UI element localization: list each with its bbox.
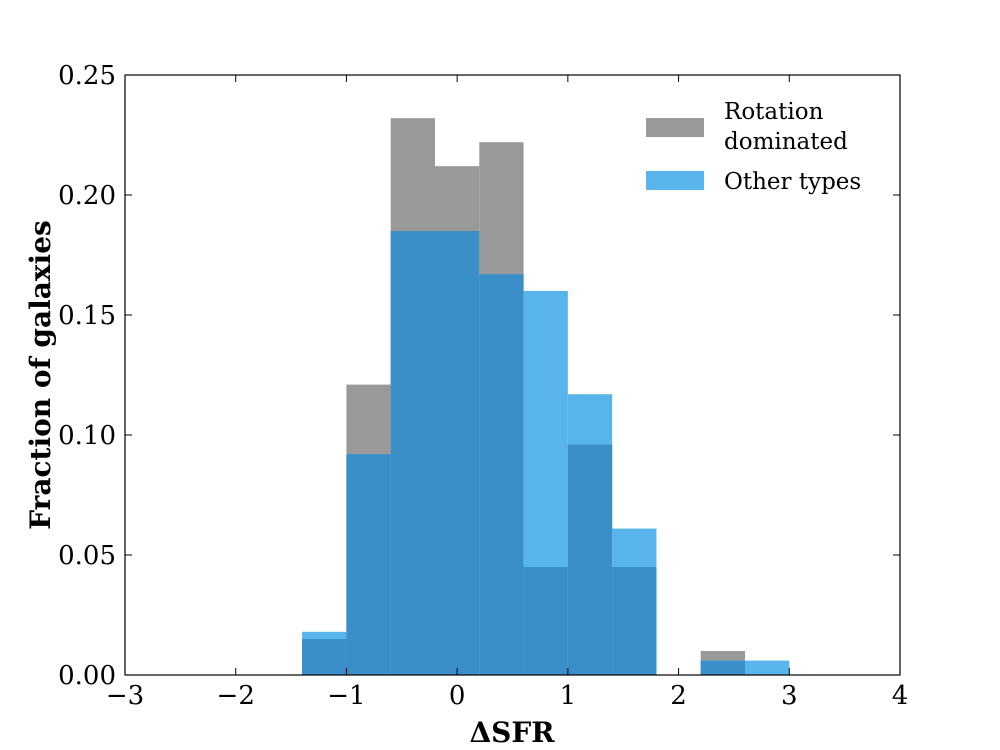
bar-overlap [346,454,391,675]
y-axis-label: Fraction of galaxies [24,220,57,530]
plot-frame [124,74,901,676]
x-tick-label: −1 [327,681,365,711]
x-axis-label: ΔSFR [469,716,555,749]
x-tick-label: 3 [781,681,798,711]
legend-label: dominated [724,129,848,155]
bar-overlap [390,231,435,675]
legend: Rotation dominated Other types [646,99,861,195]
x-tick-label: 2 [670,681,687,711]
y-tick-label: 0.05 [58,541,116,571]
legend-label: Rotation [724,99,824,125]
x-tick-label: −2 [217,681,255,711]
bar-overlap [523,567,568,675]
bar-overlap [567,444,613,675]
legend-swatch [646,171,704,190]
x-tick-label: −3 [106,681,144,711]
bar-overlap [479,274,524,675]
bars-layer [302,118,790,675]
bar-overlap [302,639,347,675]
x-tick-label: 4 [892,681,909,711]
ticks-layer: −3 −2 −1 0 1 2 3 4 0.00 0.05 0.10 0.15 0.20 0.25 [58,61,908,711]
bar-overlap [435,231,480,675]
legend-swatch [646,118,704,137]
y-tick-label: 0.10 [58,421,116,451]
x-tick-label: 1 [560,681,577,711]
y-tick-label: 0.20 [58,181,116,211]
bar-other-types [745,660,790,675]
bar-overlap [700,660,745,675]
bar-overlap [612,567,657,675]
y-tick-label: 0.15 [58,301,116,331]
legend-label: Other types [724,169,861,195]
x-tick-label: 0 [449,681,466,711]
y-tick-label: 0.25 [58,61,116,91]
y-tick-label: 0.00 [58,661,116,691]
